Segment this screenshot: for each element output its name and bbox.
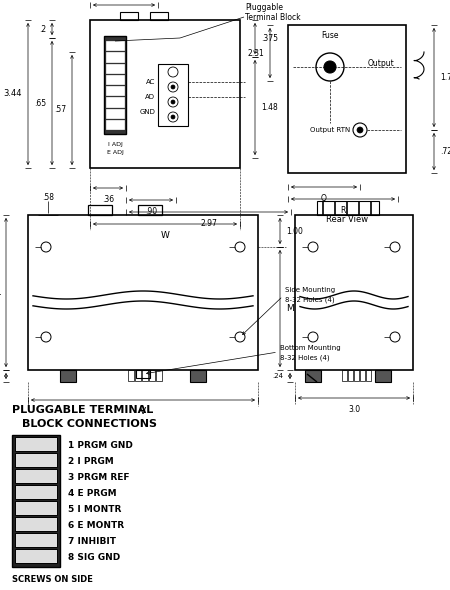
Text: 5 I MONTR: 5 I MONTR xyxy=(68,504,122,513)
Bar xyxy=(317,201,379,215)
Text: 1.72: 1.72 xyxy=(440,73,450,82)
Text: E ADJ: E ADJ xyxy=(107,150,123,155)
Bar xyxy=(106,64,124,73)
Text: Pluggable: Pluggable xyxy=(245,4,283,12)
Text: .58: .58 xyxy=(42,192,54,202)
Bar xyxy=(106,109,124,118)
Bar xyxy=(190,370,206,382)
Bar xyxy=(106,97,124,107)
Text: 8-32 Holes (4): 8-32 Holes (4) xyxy=(280,355,329,361)
Text: 6 E MONTR: 6 E MONTR xyxy=(68,520,124,529)
Text: 8 SIG GND: 8 SIG GND xyxy=(68,552,120,562)
Bar xyxy=(366,370,371,381)
Bar xyxy=(88,205,112,215)
Text: .36: .36 xyxy=(102,195,114,204)
Text: 1.00: 1.00 xyxy=(286,227,303,235)
Bar xyxy=(138,205,162,215)
Bar xyxy=(150,12,168,20)
Bar xyxy=(106,75,124,84)
Bar xyxy=(128,370,134,381)
Bar xyxy=(305,370,321,382)
Text: 1.48: 1.48 xyxy=(261,103,278,112)
Circle shape xyxy=(171,100,175,104)
Text: .65: .65 xyxy=(34,99,46,107)
Text: I ADJ: I ADJ xyxy=(108,142,122,147)
Bar xyxy=(156,370,162,381)
Text: AC: AC xyxy=(146,79,155,85)
Text: .57: .57 xyxy=(54,106,66,114)
Text: Q: Q xyxy=(321,194,327,203)
Text: 2.97: 2.97 xyxy=(200,219,217,228)
Bar xyxy=(342,370,347,381)
Bar xyxy=(348,370,353,381)
Bar xyxy=(15,437,57,451)
Circle shape xyxy=(357,127,363,133)
Bar xyxy=(60,370,76,382)
Text: 4 E PRGM: 4 E PRGM xyxy=(68,489,117,497)
Text: Output: Output xyxy=(368,58,395,67)
Text: R: R xyxy=(340,206,346,215)
Text: 7 INHIBIT: 7 INHIBIT xyxy=(68,536,116,546)
Text: .375: .375 xyxy=(261,34,278,43)
Text: 3.0: 3.0 xyxy=(348,405,360,414)
Text: 8-32 Holes (4): 8-32 Holes (4) xyxy=(285,297,335,303)
Text: 2.31: 2.31 xyxy=(247,48,264,57)
Text: Side Mounting: Side Mounting xyxy=(285,287,335,293)
Bar xyxy=(295,215,413,370)
Bar xyxy=(360,370,365,381)
Text: SCREWS ON SIDE: SCREWS ON SIDE xyxy=(12,575,93,584)
Bar xyxy=(15,517,57,531)
Text: Terminal Block: Terminal Block xyxy=(245,12,301,21)
Bar xyxy=(375,370,391,382)
Bar xyxy=(90,20,240,168)
Bar xyxy=(104,36,126,134)
Text: Fuse: Fuse xyxy=(321,31,339,40)
Text: AD: AD xyxy=(145,94,155,100)
Bar xyxy=(15,469,57,483)
Text: W: W xyxy=(161,231,170,240)
Bar xyxy=(106,41,124,50)
Bar xyxy=(15,533,57,547)
Text: Output RTN: Output RTN xyxy=(310,127,350,133)
Text: V: V xyxy=(140,407,146,416)
Circle shape xyxy=(171,85,175,89)
Circle shape xyxy=(171,115,175,119)
Text: 1 PRGM GND: 1 PRGM GND xyxy=(68,441,133,450)
Text: 3.44: 3.44 xyxy=(4,90,22,99)
Bar xyxy=(15,549,57,563)
Text: PLUGGABLE TERMINAL: PLUGGABLE TERMINAL xyxy=(12,405,153,415)
Text: Rear View: Rear View xyxy=(326,215,368,224)
Text: .2: .2 xyxy=(39,25,46,34)
Bar xyxy=(354,370,359,381)
Bar xyxy=(15,501,57,515)
Bar xyxy=(12,435,60,567)
Text: 2 I PRGM: 2 I PRGM xyxy=(68,457,114,466)
Bar xyxy=(136,370,150,378)
Bar xyxy=(158,64,188,126)
Bar xyxy=(120,12,138,20)
Bar xyxy=(288,25,406,173)
Text: GND: GND xyxy=(139,109,155,115)
Bar xyxy=(15,453,57,467)
Text: Bottom Mounting: Bottom Mounting xyxy=(280,345,341,351)
Bar xyxy=(149,370,155,381)
Bar xyxy=(106,86,124,95)
Bar xyxy=(15,485,57,499)
Text: .90: .90 xyxy=(145,207,157,216)
Bar xyxy=(142,370,148,381)
Text: .72: .72 xyxy=(440,147,450,156)
Bar xyxy=(106,120,124,129)
Text: M: M xyxy=(286,304,294,313)
Text: BLOCK CONNECTIONS: BLOCK CONNECTIONS xyxy=(22,419,157,429)
Bar xyxy=(28,215,258,370)
Text: .24: .24 xyxy=(272,373,283,379)
Text: 3 PRGM REF: 3 PRGM REF xyxy=(68,473,130,481)
Bar xyxy=(106,53,124,61)
Bar xyxy=(135,370,141,381)
Circle shape xyxy=(324,61,336,73)
